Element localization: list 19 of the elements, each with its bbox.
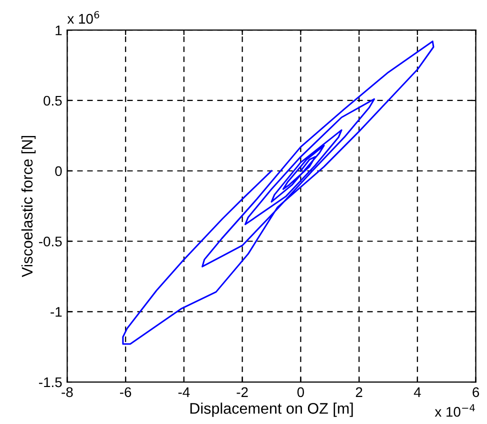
line-series (122, 40, 434, 345)
x-tick-label: 4 (414, 387, 421, 397)
y-tick-label: -1.5 (39, 378, 62, 388)
x-axis-title: Displacement on OZ [m] (190, 402, 353, 417)
x-tick-label: 0 (297, 387, 304, 398)
text: x 10$^{6}$ (67, 11, 100, 24)
x-tick-label: 6 (472, 387, 480, 398)
y-tick-label: -0.5 (39, 236, 62, 246)
y-tick-label: -1 (50, 307, 62, 317)
x-tick-label: -4 (178, 387, 190, 397)
x-tick-label: -2 (236, 387, 248, 397)
x-tick-label: -6 (120, 387, 132, 398)
y-axis-title: Viscoelastic force [N] (21, 136, 36, 278)
x-tick-label: 2 (356, 387, 362, 397)
y-tick-label: 1 (56, 26, 62, 36)
x-tick-label: -8 (62, 387, 73, 398)
text: x 10$^{−4}$ (434, 404, 475, 417)
y-tick-label: 0 (55, 166, 62, 176)
y-tick-label: 0.5 (44, 96, 62, 106)
